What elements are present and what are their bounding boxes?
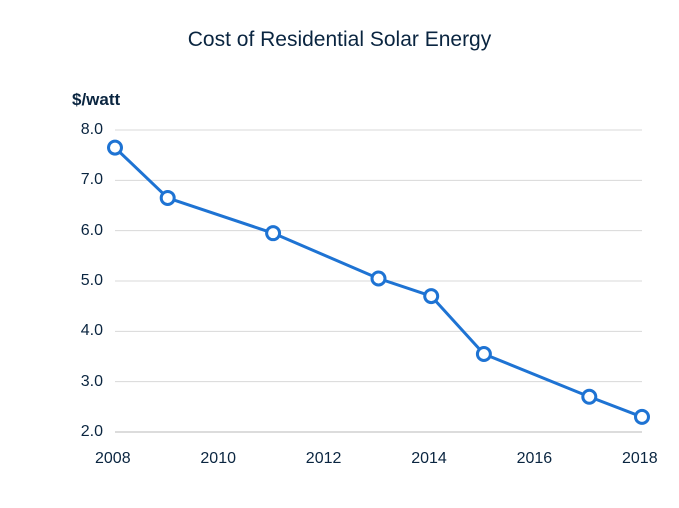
x-tick-label: 2010 (200, 450, 236, 468)
x-tick-label: 2018 (622, 450, 658, 468)
x-tick-label: 2012 (306, 450, 342, 468)
y-tick-label: 5.0 (81, 272, 103, 290)
y-tick-label: 8.0 (81, 121, 103, 139)
y-tick-label: 3.0 (81, 373, 103, 391)
solar-cost-chart: Cost of Residential Solar Energy $/watt … (0, 0, 679, 508)
y-tick-label: 2.0 (81, 423, 103, 441)
y-tick-label: 7.0 (81, 171, 103, 189)
x-tick-label: 2008 (95, 450, 131, 468)
y-tick-label: 6.0 (81, 222, 103, 240)
x-tick-label: 2016 (517, 450, 553, 468)
x-tick-label: 2014 (411, 450, 447, 468)
y-tick-label: 4.0 (81, 322, 103, 340)
